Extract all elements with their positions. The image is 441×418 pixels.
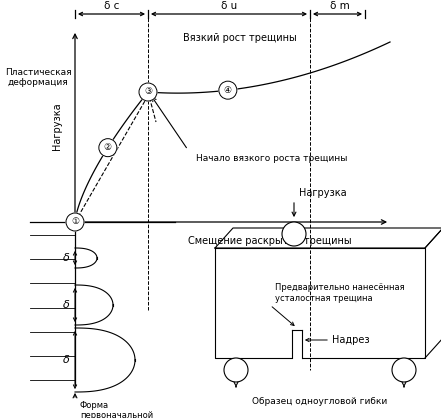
Circle shape — [139, 83, 157, 101]
Text: δ m: δ m — [329, 1, 349, 11]
Circle shape — [219, 81, 237, 99]
Text: Надрез: Надрез — [332, 335, 370, 345]
Text: Нагрузка: Нагрузка — [52, 102, 62, 150]
Text: δ c: δ c — [104, 1, 119, 11]
Text: Начало вязкого роста трещины: Начало вязкого роста трещины — [196, 154, 348, 163]
Circle shape — [66, 213, 84, 231]
Text: ①: ① — [71, 217, 79, 227]
Text: Форма
первоначальной
вершины трещины: Форма первоначальной вершины трещины — [80, 401, 164, 418]
Text: ④: ④ — [224, 86, 232, 94]
Text: ③: ③ — [144, 87, 152, 97]
Text: ②: ② — [104, 143, 112, 152]
Text: Смещение раскрытия трещины: Смещение раскрытия трещины — [188, 236, 352, 246]
Text: Вязкий рост трещины: Вязкий рост трещины — [183, 33, 297, 43]
Bar — [292, 329, 302, 360]
Text: δ: δ — [63, 300, 70, 310]
Text: Образец одноугловой гибки: Образец одноугловой гибки — [252, 397, 388, 406]
Circle shape — [392, 358, 416, 382]
Circle shape — [282, 222, 306, 246]
Text: δ: δ — [63, 355, 70, 365]
Text: Пластическая
деформация: Пластическая деформация — [5, 68, 71, 87]
Text: δ: δ — [63, 253, 70, 263]
Circle shape — [99, 139, 117, 157]
Text: δ u: δ u — [221, 1, 237, 11]
Text: Нагрузка: Нагрузка — [299, 188, 347, 198]
Text: Предварительно нанесённая
усталостная трещина: Предварительно нанесённая усталостная тр… — [275, 283, 405, 303]
Circle shape — [224, 358, 248, 382]
